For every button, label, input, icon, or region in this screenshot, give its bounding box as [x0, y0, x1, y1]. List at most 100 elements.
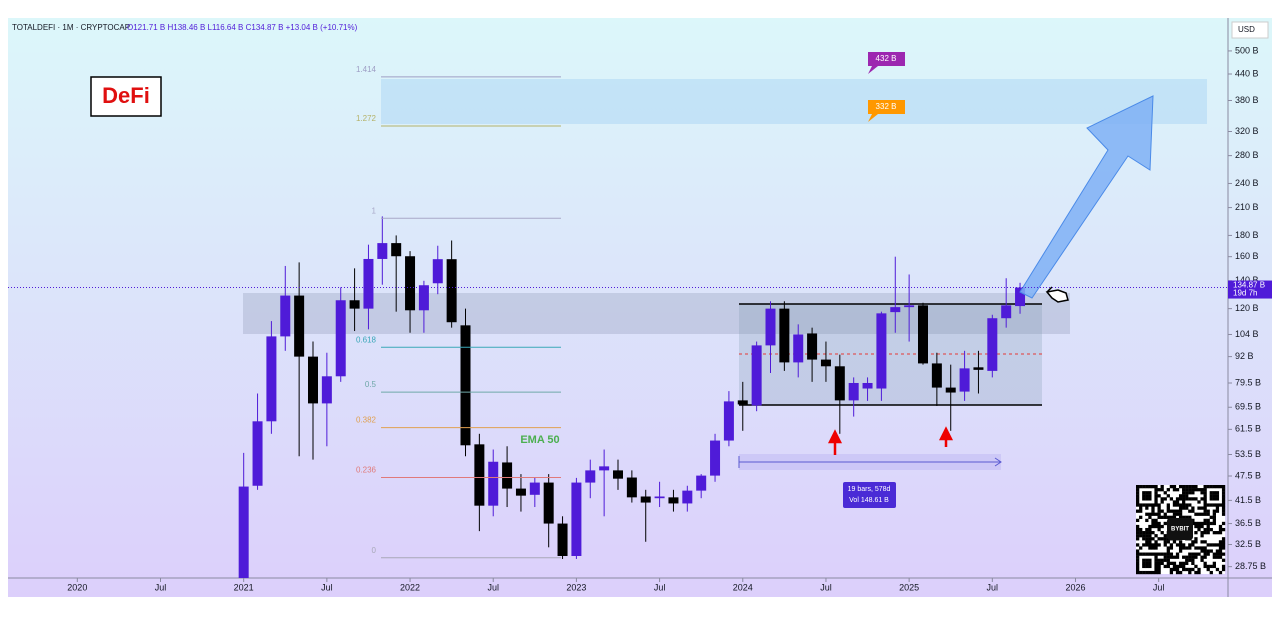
candle-body [529, 482, 540, 495]
qr-cell [1166, 503, 1170, 507]
x-tick-label: 2026 [1065, 582, 1085, 592]
qr-cell [1151, 546, 1155, 550]
qr-cell [1157, 512, 1161, 516]
x-tick-label: Jul [487, 582, 499, 592]
y-tick-label: 104 B [1235, 329, 1259, 339]
qr-cell [1172, 509, 1177, 513]
candle-body [626, 477, 637, 498]
qr-cell [1148, 570, 1152, 575]
qr-cell [1163, 521, 1167, 526]
qr-cell [1203, 512, 1207, 516]
qr-cell [1154, 555, 1158, 559]
qr-cell [1166, 552, 1170, 556]
qr-cell [1151, 503, 1155, 507]
qr-cell [1185, 546, 1189, 550]
qr-cell [1221, 506, 1226, 510]
candle-body [405, 256, 416, 311]
candle-body [488, 461, 499, 506]
qr-cell [1148, 552, 1152, 556]
qr-cell [1139, 552, 1143, 556]
qr-cell [1200, 512, 1204, 516]
qr-cell [1200, 546, 1204, 550]
qr-cell [1221, 546, 1226, 550]
qr-cell [1136, 555, 1140, 559]
qr-cell [1148, 558, 1152, 562]
qr-cell [1191, 491, 1195, 495]
qr-cell [1136, 549, 1140, 553]
candle-body [682, 490, 693, 504]
fib-label: 0.5 [365, 380, 377, 389]
candle-body [904, 305, 915, 308]
qr-cell [1203, 549, 1207, 553]
qr-cell [1163, 512, 1167, 516]
x-tick-label: Jul [155, 582, 167, 592]
qr-cell [1166, 540, 1170, 544]
qr-cell [1166, 564, 1170, 569]
qr-cell [1145, 512, 1149, 516]
qr-cell [1157, 515, 1161, 519]
qr-cell [1185, 561, 1189, 565]
qr-cell [1203, 555, 1207, 559]
x-tick-label: 2024 [733, 582, 753, 592]
qr-cell [1151, 524, 1155, 529]
qr-cell [1157, 506, 1161, 510]
candle-body [654, 496, 665, 499]
qr-cell [1166, 515, 1170, 519]
qr-cell [1160, 497, 1164, 501]
fib-label: 0.236 [356, 466, 377, 475]
qr-cell [1185, 491, 1189, 495]
qr-cell [1142, 543, 1146, 547]
qr-cell [1209, 485, 1213, 489]
candle-body [613, 470, 623, 479]
qr-cell [1182, 515, 1186, 519]
y-tick-label: 69.5 B [1235, 402, 1261, 412]
qr-cell [1212, 561, 1216, 565]
qr-cell [1151, 506, 1155, 510]
last-price: 134.87 B [1233, 281, 1265, 290]
qr-cell [1169, 485, 1174, 489]
qr-cell [1206, 567, 1210, 572]
qr-cell [1215, 555, 1220, 559]
qr-cell [1218, 543, 1223, 547]
qr-cell [1148, 531, 1152, 535]
qr-cell [1209, 494, 1213, 498]
candle-body [266, 336, 277, 422]
logo: DeFi [102, 83, 150, 108]
qr-cell [1169, 509, 1174, 513]
qr-cell [1206, 503, 1210, 507]
candle-body [876, 313, 887, 389]
y-tick-label: 500 B [1235, 45, 1259, 55]
qr-cell [1191, 558, 1195, 562]
candle-body [308, 356, 318, 404]
qr-cell [1139, 527, 1143, 532]
qr-cell [1148, 485, 1152, 489]
candle-body [377, 243, 388, 259]
qr-cell [1200, 549, 1204, 553]
candle-body [1015, 287, 1026, 307]
qr-cell [1206, 527, 1210, 532]
qr-cell [1151, 512, 1155, 516]
qr-cell [1218, 531, 1223, 535]
qr-cell [1148, 537, 1152, 541]
qr-cell [1203, 500, 1207, 504]
qr-cell [1194, 564, 1198, 569]
qr-cell [1136, 558, 1140, 562]
qr-cell [1151, 518, 1155, 523]
qr-cell [1163, 537, 1167, 541]
qr-cell [1157, 570, 1161, 575]
qr-cell [1188, 546, 1192, 550]
qr-cell [1212, 564, 1216, 569]
qr-cell [1185, 506, 1189, 510]
y-tick-label: 120 B [1235, 303, 1259, 313]
qr-cell [1163, 534, 1167, 538]
qr-cell [1221, 537, 1226, 541]
qr-cell [1221, 564, 1226, 569]
qr-cell [1182, 546, 1186, 550]
qr-cell [1136, 485, 1140, 489]
x-tick-label: 2023 [566, 582, 586, 592]
qr-code: BYBIT [1136, 485, 1226, 575]
qr-cell [1178, 543, 1183, 547]
candle-body [557, 523, 568, 556]
candle-body [737, 400, 748, 405]
callout-high-label: 432 B [876, 54, 897, 63]
